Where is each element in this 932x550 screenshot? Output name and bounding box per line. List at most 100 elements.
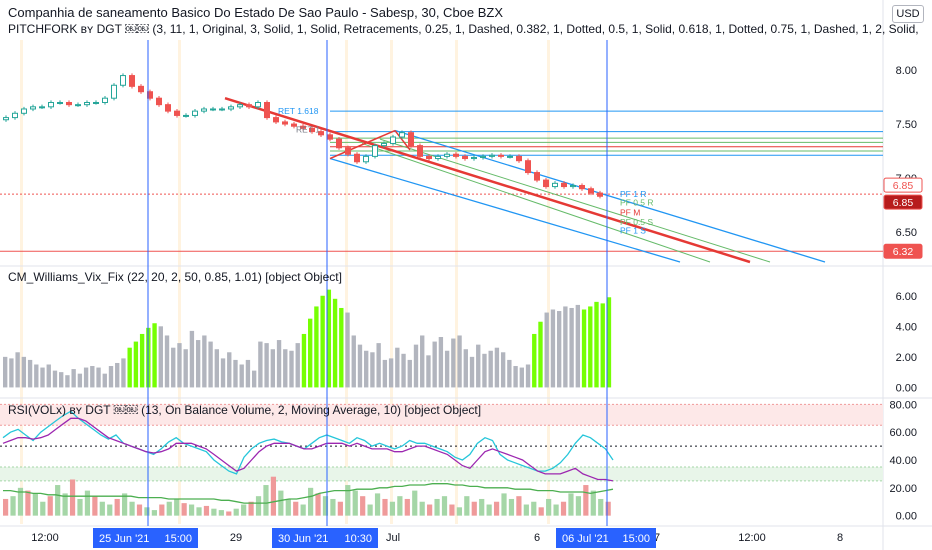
vix-bar (9, 358, 14, 388)
vix-bar (525, 364, 531, 388)
candle-body (462, 155, 468, 160)
x-axis-highlight-box (556, 528, 656, 548)
price-label: 6.85 (893, 197, 914, 209)
rsi-tick-label: 80.00 (889, 399, 917, 411)
x-highlight-label: 10:30 (344, 533, 372, 545)
candle-body (354, 153, 360, 163)
rsi-volx-indicator-label[interactable]: RSI(VOLx) ʙʏ DGT ￼￼ (13, On Balance Volu… (8, 403, 482, 417)
rsi-volume-bar (575, 496, 582, 516)
pitchfork-handle (329, 129, 396, 160)
vix-bar (606, 297, 612, 388)
rsi-volume-bar (55, 485, 61, 516)
rsi-volume-bar (92, 496, 98, 516)
vix-bar (258, 341, 263, 388)
rsi-volume-bar (367, 504, 373, 516)
vix-bar (463, 349, 468, 388)
price-label: 6.85 (893, 180, 914, 192)
rsi-volume-bar (598, 498, 604, 516)
candle-body (264, 102, 270, 119)
vix-bar (77, 373, 83, 388)
rsi-volume-bar (293, 501, 299, 516)
candle-body (39, 106, 45, 109)
rsi-volume-bar (464, 496, 470, 516)
x-highlight-label: 15:00 (164, 533, 192, 545)
vix-fix-indicator-label[interactable]: CM_Williams_Vix_Fix (22, 20, 2, 50, 0.85… (8, 270, 342, 284)
candle-body (201, 108, 207, 112)
x-tick-label: Jul (386, 532, 400, 544)
vix-bar (594, 301, 599, 388)
vix-bar (15, 352, 20, 388)
vix-bar (575, 304, 581, 388)
candle-body (75, 104, 81, 107)
candle-body (516, 155, 522, 162)
vix-bar (264, 343, 269, 388)
candle-body (273, 117, 279, 123)
rsi-volume-bar (427, 504, 433, 516)
candle-body (408, 132, 414, 147)
candle-body (525, 160, 531, 174)
vix-bar (102, 373, 107, 388)
vix-bar (395, 347, 400, 388)
candle-body (372, 145, 378, 157)
candle-body (597, 192, 603, 197)
candle-body (444, 153, 450, 157)
vix-bar (308, 318, 313, 388)
price-label-box (883, 243, 923, 259)
rsi-volume-bar (107, 504, 113, 516)
rsi-volume-bar (412, 490, 418, 516)
rsi-volume-bar (471, 501, 477, 516)
rsi-volume-bar (300, 504, 306, 516)
rsi-volume-bar (226, 511, 232, 516)
rsi-volume-bar (122, 493, 128, 516)
candle-body (435, 155, 441, 160)
pitchfork-line (361, 142, 711, 263)
vix-bar (345, 312, 350, 388)
vix-bar (339, 307, 344, 388)
rsi-volume-bar (174, 498, 180, 516)
candle-body (3, 117, 9, 121)
vix-bar (195, 340, 201, 388)
rsi-volume-bar (441, 496, 448, 516)
vix-bar (34, 364, 39, 388)
session-stripe (20, 40, 23, 524)
pitchfork-line (394, 129, 826, 263)
vix-bar (513, 366, 518, 388)
rsi-volume-bar (330, 498, 336, 516)
vix-bar (270, 349, 276, 388)
vix-bar (519, 367, 524, 388)
vix-bar (276, 340, 282, 388)
candle-body (534, 172, 540, 181)
rsi-tick-label: 0.00 (896, 511, 917, 523)
vix-bar (320, 295, 325, 388)
vix-bar (96, 367, 101, 388)
candle-body (426, 155, 432, 160)
price-label: 6.32 (893, 246, 914, 258)
candle-body (57, 102, 63, 105)
candle-body (363, 155, 369, 163)
vix-tick-label: 4.00 (896, 321, 917, 333)
rsi-volume-bar (25, 490, 31, 516)
rsi-volume-bar (166, 501, 172, 516)
session-stripe (455, 40, 458, 524)
rsi-volume-bar (3, 498, 9, 516)
vix-bar (177, 343, 182, 388)
x-highlight-label: 06 Jul '21 (562, 533, 609, 545)
rsi-volume-bar (590, 490, 596, 516)
rsi-volume-bar (151, 510, 157, 516)
session-stripe (547, 40, 550, 524)
vix-bar (245, 359, 251, 388)
candle-body (192, 110, 198, 116)
rsi-volume-bar (493, 501, 500, 516)
vix-bar (301, 333, 307, 388)
vix-bar (401, 353, 406, 388)
pitchfork-label: PF 1 S (620, 226, 646, 236)
pitchfork-indicator-label[interactable]: PITCHFORK ʙʏ DGT ￼￼ (3, 11, 1, Original,… (8, 22, 919, 36)
x-highlight-label: 15:00 (622, 533, 650, 545)
vix-bar (183, 349, 188, 388)
candle-body (390, 136, 396, 144)
rsi-volume-bar (360, 496, 366, 516)
pitchfork-handle (394, 130, 411, 151)
rsi-volume-bar (374, 493, 381, 516)
currency-button[interactable]: USD (892, 5, 924, 23)
